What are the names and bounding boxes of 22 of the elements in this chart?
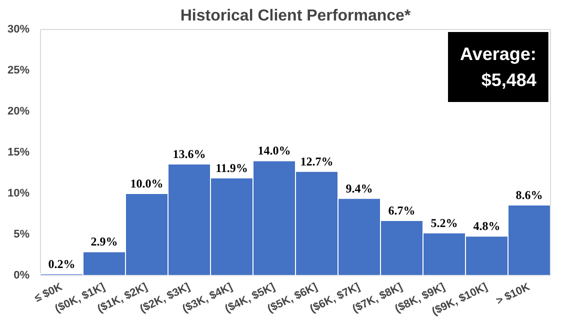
data-label: 12.7% bbox=[300, 154, 334, 168]
data-label: 9.4% bbox=[346, 181, 373, 196]
data-label: 2.9% bbox=[90, 234, 118, 249]
data-label: 4.8% bbox=[473, 219, 500, 234]
data-label: 14.0% bbox=[258, 144, 291, 158]
data-label: 11.9% bbox=[216, 160, 248, 175]
chart-title: Historical Client Performance* bbox=[180, 8, 412, 24]
y-tick-label: 20% bbox=[7, 106, 30, 118]
x-tick-label: > $10K bbox=[494, 281, 532, 308]
y-tick-label: 5% bbox=[14, 228, 30, 240]
data-label: 0.2% bbox=[48, 256, 76, 271]
data-label: 13.6% bbox=[172, 146, 206, 161]
y-tick-label: 10% bbox=[7, 188, 30, 200]
data-label: 10.0% bbox=[130, 176, 164, 190]
y-tick-label: 30% bbox=[7, 24, 30, 36]
data-label: 6.7% bbox=[388, 204, 416, 218]
y-tick-label: 15% bbox=[7, 146, 30, 158]
annotation: Average: $5,484 bbox=[460, 44, 536, 90]
y-tick-label: 25% bbox=[7, 64, 30, 76]
data-label: 8.6% bbox=[516, 188, 543, 202]
data-label: 5.2% bbox=[430, 216, 458, 230]
y-tick-label: 0% bbox=[14, 270, 30, 282]
